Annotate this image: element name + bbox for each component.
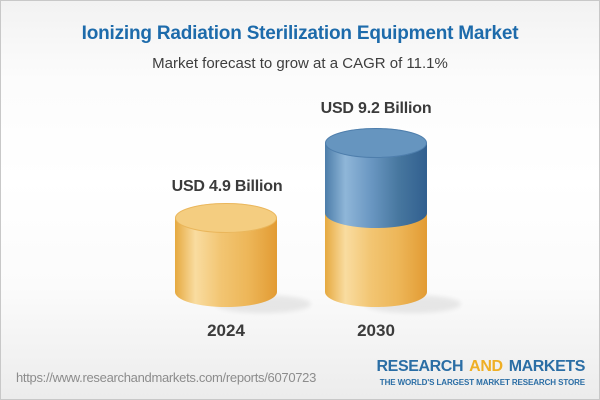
bar-2030-cylinder-top — [325, 128, 427, 158]
logo-word-and: AND — [469, 358, 503, 375]
bar-2024-cylinder-top-rim — [175, 203, 277, 233]
research-and-markets-logo: RESEARCH AND MARKETS THE WORLD'S LARGEST… — [376, 358, 586, 387]
logo-tagline: THE WORLD'S LARGEST MARKET RESEARCH STOR… — [379, 378, 585, 387]
value-label-2030: USD 9.2 Billion — [320, 100, 432, 117]
report-url: https://www.researchandmarkets.com/repor… — [16, 370, 317, 385]
bar-2030-base-segment — [325, 213, 427, 307]
bar-2030-growth-segment — [325, 143, 427, 228]
page-title: Ionizing Radiation Sterilization Equipme… — [81, 23, 519, 44]
category-label-2030: 2030 — [357, 321, 395, 340]
bar-2024-cylinder-top — [175, 203, 277, 233]
logo-wordmark: RESEARCH AND MARKETS — [376, 358, 586, 375]
logo-word-research: RESEARCH — [376, 358, 464, 375]
category-label-2024: 2024 — [207, 321, 245, 340]
bar-2030-cylinder-top-rim — [325, 128, 427, 158]
bar-2024-cylinder-body — [175, 218, 277, 307]
page-subtitle: Market forecast to grow at a CAGR of 11.… — [152, 55, 448, 72]
value-label-2024: USD 4.9 Billion — [171, 178, 283, 195]
logo-word-markets: MARKETS — [508, 358, 586, 375]
